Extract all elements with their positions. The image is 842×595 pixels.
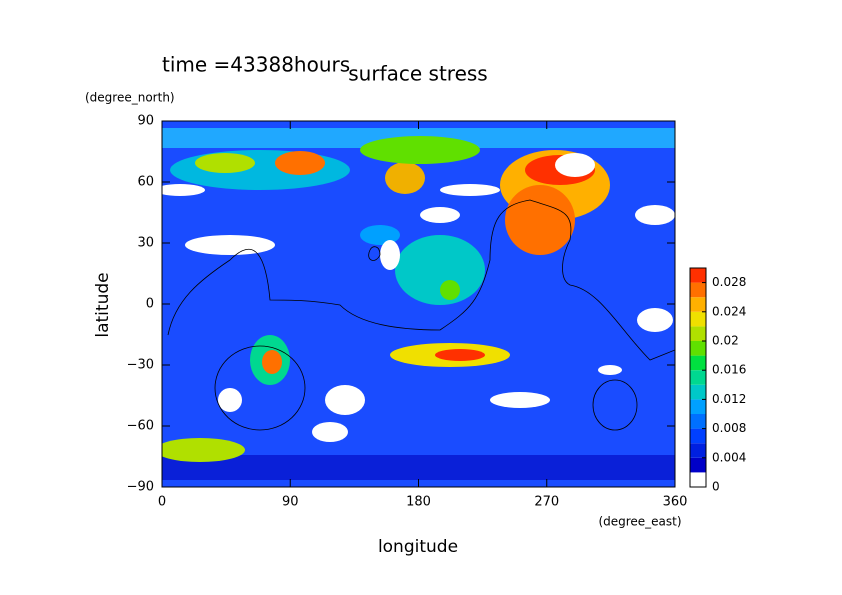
y-tick-label: 90 xyxy=(137,114,154,129)
x-tick-label: 360 xyxy=(663,495,688,510)
colorbar-band xyxy=(690,443,706,458)
x-tick-label: 0 xyxy=(158,495,166,510)
x-axis-label: longitude xyxy=(378,537,458,557)
y-tick-label: −60 xyxy=(127,419,154,434)
colorbar-tick-label: 0 xyxy=(712,480,720,494)
x-unit: (degree_east) xyxy=(598,515,681,529)
colorbar-band xyxy=(690,414,706,429)
colorbar-tick-label: 0.028 xyxy=(712,275,746,289)
colorbar-band xyxy=(690,341,706,356)
colorbar-tick-label: 0.012 xyxy=(712,392,746,406)
subtitle: time =43388hours xyxy=(162,53,350,77)
colorbar-band xyxy=(690,370,706,385)
colorbar-tick-label: 0.004 xyxy=(712,450,746,464)
colorbar-tick-label: 0.02 xyxy=(712,334,739,348)
contour-field xyxy=(162,121,675,487)
colorbar-tick-label: 0.024 xyxy=(712,304,746,318)
colorbar-tick-label: 0.008 xyxy=(712,421,746,435)
x-tick-label: 270 xyxy=(534,495,559,510)
colorbar-band xyxy=(690,384,706,400)
y-tick-label: 30 xyxy=(137,236,154,251)
y-unit: (degree_north) xyxy=(85,91,175,105)
y-tick-label: 0 xyxy=(146,297,154,312)
y-tick-label: −30 xyxy=(127,358,154,373)
colorbar-band xyxy=(690,355,706,371)
colorbar-band xyxy=(690,268,706,283)
colorbar-band xyxy=(690,311,706,327)
colorbar-band xyxy=(690,472,706,487)
colorbar-band xyxy=(690,297,706,312)
colorbar-band xyxy=(690,428,706,444)
colorbar-band xyxy=(690,282,706,298)
x-tick-label: 180 xyxy=(406,495,431,510)
colorbar-band xyxy=(690,399,706,414)
colorbar-tick-label: 0.016 xyxy=(712,363,746,377)
y-tick-label: 60 xyxy=(137,175,154,190)
chart-title: surface stress xyxy=(348,62,487,86)
y-tick-label: −90 xyxy=(127,480,154,495)
colorbar-band xyxy=(690,457,706,473)
colorbar-frame xyxy=(689,267,707,488)
colorbar-band xyxy=(690,326,706,341)
x-tick-label: 90 xyxy=(282,495,299,510)
y-axis-label: latitude xyxy=(93,272,113,337)
